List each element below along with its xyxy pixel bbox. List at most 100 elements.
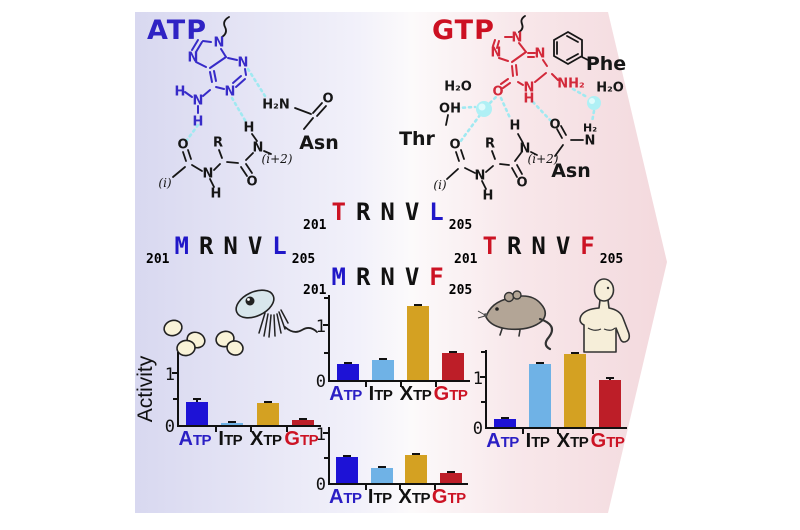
y-tick-label: 0 <box>164 417 175 437</box>
asn-o-atom: O <box>322 92 333 107</box>
asn-o-atom: O <box>549 118 560 133</box>
error-bar <box>343 455 352 457</box>
x-label-gtp: GTP <box>590 429 625 453</box>
bar-slot <box>370 427 393 483</box>
x-tick-mark <box>433 485 436 490</box>
y-tick-mark <box>172 372 177 374</box>
mouse-ear <box>503 291 515 303</box>
nucleotide-suffix: TP <box>263 432 282 449</box>
squid-icon <box>235 289 318 338</box>
residue-number: 201 <box>454 252 478 267</box>
squid-eye-glint <box>247 298 250 301</box>
bar-xtp <box>563 354 586 427</box>
human-chest-lines <box>587 327 616 331</box>
atp-title: ATP <box>147 15 208 46</box>
nucleotide-suffix: TP <box>606 434 625 451</box>
error-bar <box>448 350 457 353</box>
error-bar <box>192 397 201 402</box>
error-bar <box>446 471 455 473</box>
bar-slot <box>406 295 429 380</box>
bar-slot <box>185 352 208 425</box>
bar-itp <box>528 364 551 427</box>
n1-h-atom: H <box>524 92 535 107</box>
amino-h-atom: H <box>175 85 186 100</box>
residue-letter: L <box>429 198 444 226</box>
residue-letter: R <box>198 232 214 260</box>
bar-slot <box>221 352 244 425</box>
x-axis-labels: ATP ITP XTP GTP <box>328 382 468 406</box>
mouse-whiskers <box>477 310 486 319</box>
n7-atom: N <box>188 51 199 66</box>
asn-n-atom: N <box>585 134 596 149</box>
bar-xtp <box>405 455 428 483</box>
phe-ring-bonds <box>553 30 591 66</box>
y-tick-mark <box>173 398 177 400</box>
carbonyl-o2-atom: O <box>516 176 527 191</box>
peptide-sequence-mrnvf: 201 M R N V F 205 <box>303 263 472 298</box>
residue-letter: R <box>506 232 522 260</box>
bar-atp <box>493 419 516 427</box>
residue-letter: N <box>380 263 395 291</box>
nucleotide-initial: G <box>284 428 300 450</box>
nucleotide-initial: G <box>431 486 448 508</box>
y-tick-mark <box>481 351 485 353</box>
gtp-title: GTP <box>432 15 495 46</box>
nucleotide-initial: I <box>367 486 374 508</box>
ribose-attachment-squiggle <box>518 15 526 33</box>
human-icon <box>579 278 631 353</box>
chart-mrnvf: 0 1 ATP ITP XTP GTP <box>314 427 468 509</box>
amino-h2-atom: H <box>193 115 204 130</box>
gtp-guanine-structure: N N N N H O NH₂ Phe H₂O H₂O OH Thr O N H… <box>399 15 626 204</box>
nucleotide-suffix: TP <box>570 434 589 451</box>
x-axis-labels: ATP ITP XTP GTP <box>177 427 319 451</box>
x-label-xtp: XTP <box>555 429 590 453</box>
residue-letter: F <box>429 263 444 291</box>
nucleotide-initial: X <box>556 430 571 452</box>
mouse-ear <box>512 290 522 300</box>
nucleotide-initial: X <box>249 428 264 450</box>
residue-letter: L <box>272 232 287 260</box>
residue-letter: V <box>247 232 263 260</box>
nucleotide-suffix: TP <box>500 434 520 451</box>
x-tick-mark <box>592 429 594 434</box>
nucleotide-initial: I <box>368 383 375 405</box>
asn-h2-label: H₂ <box>583 122 597 135</box>
plot-area <box>323 295 470 387</box>
x-label-gtp: GTP <box>431 485 466 509</box>
carbonyl-o-atom: O <box>177 138 188 153</box>
x-axis-labels: ATP ITP XTP GTP <box>485 429 625 453</box>
bar-atp <box>336 457 359 483</box>
nucleotide-suffix: TP <box>223 432 243 449</box>
mouse-icon <box>477 290 554 351</box>
atp-adenine-structure: N N N N N H H H₂N O Asn (i) O N <box>158 16 339 202</box>
i-position-label: (i) <box>158 176 172 190</box>
water1-label: H₂O <box>444 80 472 95</box>
bar-slot <box>405 427 428 483</box>
nucleotide-suffix: TP <box>531 434 550 451</box>
water-highlight <box>589 98 595 104</box>
y-tick-mark <box>481 401 485 403</box>
chart-mammal: 0 1 ATP ITP XTP GTP <box>471 350 627 453</box>
residue-letter: V <box>555 232 571 260</box>
squid-eye <box>245 296 255 306</box>
human-body <box>579 299 631 353</box>
squid-body <box>235 289 275 319</box>
residue-letter: N <box>531 232 546 260</box>
amide-h2-atom: H <box>244 121 255 136</box>
residue-letter: F <box>580 232 595 260</box>
chart-invertebrate: 0 1 ATP ITP XTP GTP <box>163 352 321 451</box>
asn-h2n-label: H₂N <box>262 98 289 113</box>
x-tick-mark <box>364 485 367 490</box>
plot-area <box>323 427 468 490</box>
x-label-itp: ITP <box>213 427 249 451</box>
y-tick-mark <box>323 324 328 326</box>
y-tick-mark <box>324 351 328 354</box>
peptide-sequence-trnvl: 201 T R N V L 205 <box>303 198 472 233</box>
y-tick-label: 1 <box>315 317 326 337</box>
residue-letter: N <box>223 232 238 260</box>
bar-itp <box>221 423 244 425</box>
error-bar <box>299 417 308 420</box>
